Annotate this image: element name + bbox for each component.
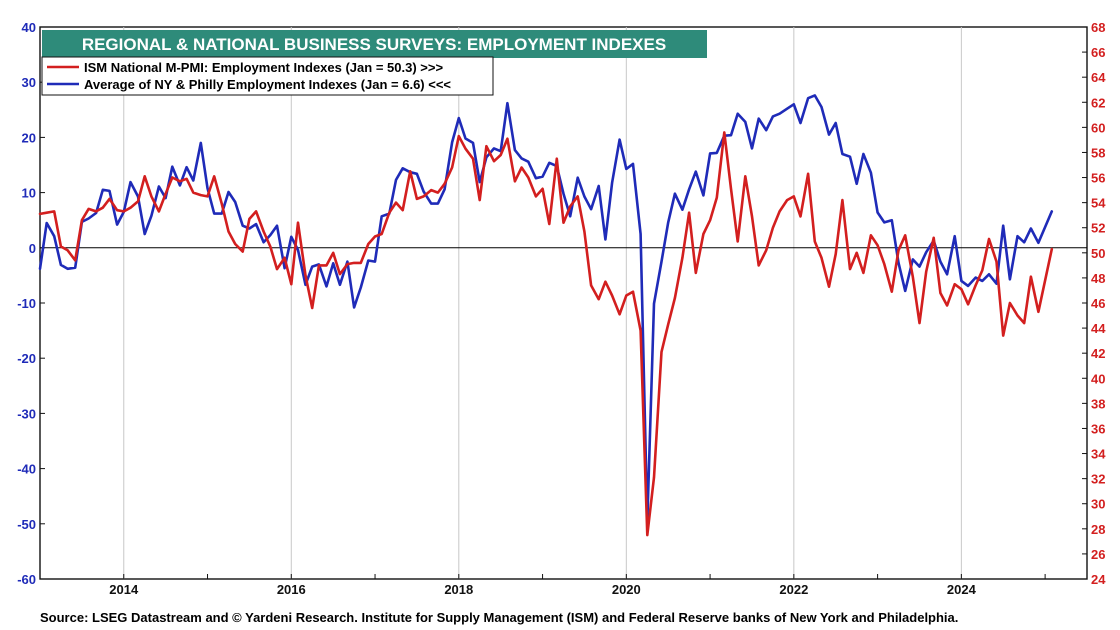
left-tick-label: 40 bbox=[22, 20, 36, 35]
right-tick-label: 36 bbox=[1091, 421, 1105, 436]
legend: ISM National M-PMI: Employment Indexes (… bbox=[41, 56, 494, 96]
source-note: Source: LSEG Datastream and © Yardeni Re… bbox=[40, 610, 959, 625]
right-tick-label: 64 bbox=[1091, 70, 1106, 85]
right-tick-label: 60 bbox=[1091, 120, 1105, 135]
right-tick-label: 44 bbox=[1091, 321, 1106, 336]
chart-title-background bbox=[42, 30, 707, 58]
series-line-ny-philly bbox=[38, 94, 1054, 523]
right-tick-label: 26 bbox=[1091, 547, 1105, 562]
left-tick-label: 20 bbox=[22, 130, 36, 145]
right-tick-label: 52 bbox=[1091, 221, 1105, 236]
left-tick-label: -20 bbox=[17, 351, 36, 366]
x-tick-label: 2016 bbox=[277, 582, 306, 597]
right-axis-ticks: 68 66 64 62 60 58 56 54 52 50 48 46 44 42 40 38 36 34 32 30… bbox=[1082, 20, 1106, 587]
x-tick-label: 2024 bbox=[947, 582, 977, 597]
left-tick-label: -10 bbox=[17, 296, 36, 311]
chart-title: REGIONAL & NATIONAL BUSINESS SURVEYS: EM… bbox=[82, 35, 666, 54]
left-tick-label: 0 bbox=[29, 241, 36, 256]
right-tick-label: 42 bbox=[1091, 346, 1105, 361]
right-tick-label: 46 bbox=[1091, 296, 1105, 311]
right-tick-label: 34 bbox=[1091, 447, 1106, 462]
right-tick-label: 32 bbox=[1091, 472, 1105, 487]
right-tick-label: 54 bbox=[1091, 196, 1106, 211]
series-line-ism bbox=[38, 131, 1054, 537]
x-axis-ticks: 2014 2016 2018 2020 2022 2024 bbox=[39, 574, 1046, 597]
left-tick-label: -60 bbox=[17, 572, 36, 587]
legend-box bbox=[41, 56, 494, 96]
legend-label-ny-philly: Average of NY & Philly Employment Indexe… bbox=[84, 77, 451, 92]
plot-border bbox=[39, 26, 1088, 580]
right-tick-label: 40 bbox=[1091, 371, 1105, 386]
right-tick-label: 62 bbox=[1091, 95, 1105, 110]
left-tick-label: -50 bbox=[17, 517, 36, 532]
right-tick-label: 38 bbox=[1091, 396, 1105, 411]
right-tick-label: 68 bbox=[1091, 20, 1105, 35]
legend-label-ism: ISM National M-PMI: Employment Indexes (… bbox=[84, 60, 443, 75]
right-tick-label: 28 bbox=[1091, 522, 1105, 537]
left-axis-ticks: 40 30 20 10 0 -10 -20 -30 -40 -50 -60 bbox=[17, 20, 45, 587]
left-tick-label: 10 bbox=[22, 186, 36, 201]
right-tick-label: 48 bbox=[1091, 271, 1105, 286]
right-tick-label: 66 bbox=[1091, 45, 1105, 60]
x-tick-label: 2014 bbox=[109, 582, 139, 597]
series-layer bbox=[38, 94, 1054, 537]
right-tick-label: 58 bbox=[1091, 145, 1105, 160]
x-tick-label: 2018 bbox=[444, 582, 473, 597]
left-tick-label: 30 bbox=[22, 75, 36, 90]
left-tick-label: -30 bbox=[17, 406, 36, 421]
right-tick-label: 24 bbox=[1091, 572, 1106, 587]
left-tick-label: -40 bbox=[17, 462, 36, 477]
x-tick-label: 2020 bbox=[612, 582, 641, 597]
right-tick-label: 56 bbox=[1091, 171, 1105, 186]
employment-indexes-chart: 40 30 20 10 0 -10 -20 -30 -40 -50 -60 68 66 64 62 60 58… bbox=[17, 20, 1106, 597]
chart-title-box: REGIONAL & NATIONAL BUSINESS SURVEYS: EM… bbox=[42, 30, 707, 58]
right-tick-label: 50 bbox=[1091, 246, 1105, 261]
x-tick-label: 2022 bbox=[779, 582, 808, 597]
right-tick-label: 30 bbox=[1091, 497, 1105, 512]
